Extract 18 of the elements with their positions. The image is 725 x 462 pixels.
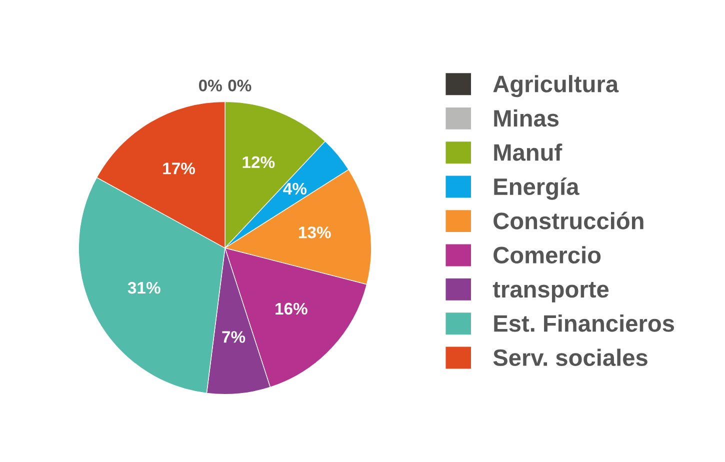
legend-label: Construcción — [494, 212, 644, 230]
data-label: 16% — [276, 302, 308, 315]
legend-label: Comercio — [494, 246, 601, 264]
data-label: 7% — [222, 331, 246, 343]
text: 0% — [198, 80, 222, 92]
text: 0% — [228, 80, 252, 92]
legend-label: Agricultura — [493, 75, 619, 98]
legend-label: Serv. sociales — [493, 348, 648, 366]
data-label: 13% — [299, 226, 331, 238]
legend-label: Manuf — [494, 144, 562, 161]
legend-label: Energía — [494, 177, 580, 200]
data-label: 17% — [163, 162, 196, 174]
data-label: 12% — [242, 156, 275, 168]
legend-label: Est. Financieros — [494, 314, 674, 332]
legend-label: Minas — [494, 109, 559, 127]
data-label: 31% — [128, 282, 160, 294]
data-label: 4% — [283, 182, 307, 195]
legend-label: transporte — [492, 282, 609, 302]
